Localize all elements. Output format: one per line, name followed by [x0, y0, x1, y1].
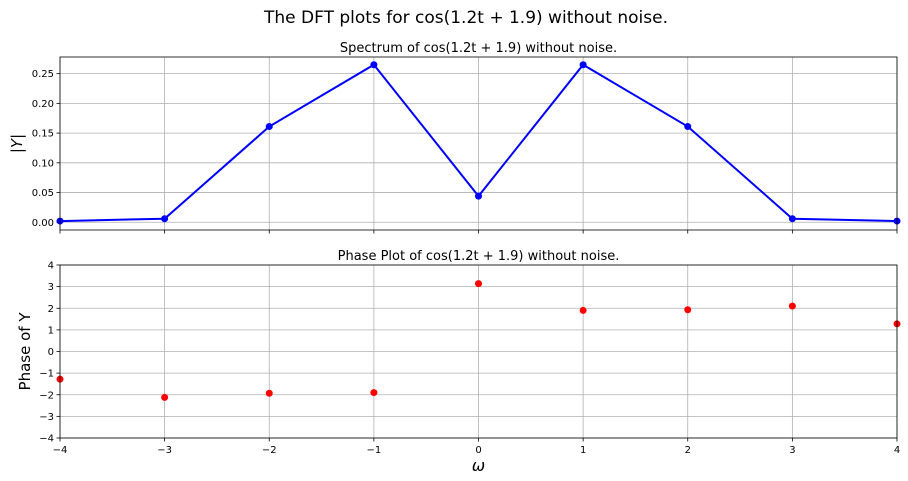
spectrum-point — [788, 215, 796, 223]
x-tick-label: 2 — [685, 445, 691, 456]
phase-point — [579, 306, 587, 314]
spectrum-point — [265, 123, 273, 131]
y-tick-label: 0.15 — [32, 129, 54, 140]
spectrum-panel: Spectrum of cos(1.2t + 1.9) without nois… — [8, 41, 901, 234]
phase-frame — [59, 264, 898, 439]
y-tick-label: 0.25 — [32, 69, 54, 80]
phase-point — [788, 302, 796, 310]
phase-point — [684, 306, 692, 314]
y-tick-label: −4 — [39, 434, 54, 445]
spectrum-ylabel: |Y| — [8, 134, 26, 153]
y-tick-label: 3 — [48, 282, 54, 293]
x-tick-label: −3 — [157, 445, 172, 456]
y-tick-label: 4 — [48, 261, 54, 272]
phase-point — [161, 393, 169, 401]
phase-xlabel: ω — [472, 456, 485, 475]
spectrum-point — [684, 123, 692, 131]
y-tick-label: 0.10 — [32, 158, 54, 169]
x-tick-label: 4 — [894, 445, 900, 456]
phase-point — [475, 280, 482, 288]
phase-point — [265, 389, 273, 397]
spectrum-point — [161, 215, 169, 223]
y-tick-label: 0.00 — [32, 218, 54, 229]
spectrum-ticks: 0.00 0.05 0.10 0.15 0.20 0.25 — [32, 69, 898, 234]
y-tick-label: 2 — [48, 304, 54, 315]
phase-ylabel: Phase of Y — [16, 312, 34, 391]
spectrum-series — [56, 61, 901, 225]
spectrum-point — [370, 61, 378, 69]
y-tick-label: −1 — [39, 369, 54, 380]
y-tick-label: 0 — [48, 347, 54, 358]
y-tick-label: 0.05 — [32, 188, 54, 199]
y-tick-label: −2 — [39, 390, 54, 401]
phase-panel: Phase Plot of cos(1.2t + 1.9) without no… — [16, 249, 901, 475]
y-tick-label: 0.20 — [32, 99, 54, 110]
phase-ticks: −4 −3 −2 −1 0 1 2 3 4 −4 −3 −2 −1 0 1 2 3 4 — [39, 261, 900, 457]
x-tick-label: −1 — [367, 445, 382, 456]
x-tick-label: 1 — [580, 445, 586, 456]
spectrum-title: Spectrum of cos(1.2t + 1.9) without nois… — [340, 41, 617, 56]
spectrum-frame — [59, 56, 898, 231]
figure-suptitle: The DFT plots for cos(1.2t + 1.9) withou… — [263, 8, 668, 28]
y-tick-label: 1 — [48, 325, 54, 336]
spectrum-point — [475, 192, 482, 200]
phase-point — [370, 389, 378, 397]
spectrum-point — [579, 61, 587, 69]
x-tick-label: −2 — [262, 445, 277, 456]
phase-title: Phase Plot of cos(1.2t + 1.9) without no… — [338, 249, 620, 264]
spectrum-grid — [59, 57, 898, 230]
phase-grid — [59, 264, 898, 439]
x-tick-label: 3 — [789, 445, 795, 456]
y-tick-label: −3 — [39, 412, 54, 423]
x-tick-label: −4 — [53, 445, 68, 456]
x-tick-label: 0 — [475, 445, 481, 456]
